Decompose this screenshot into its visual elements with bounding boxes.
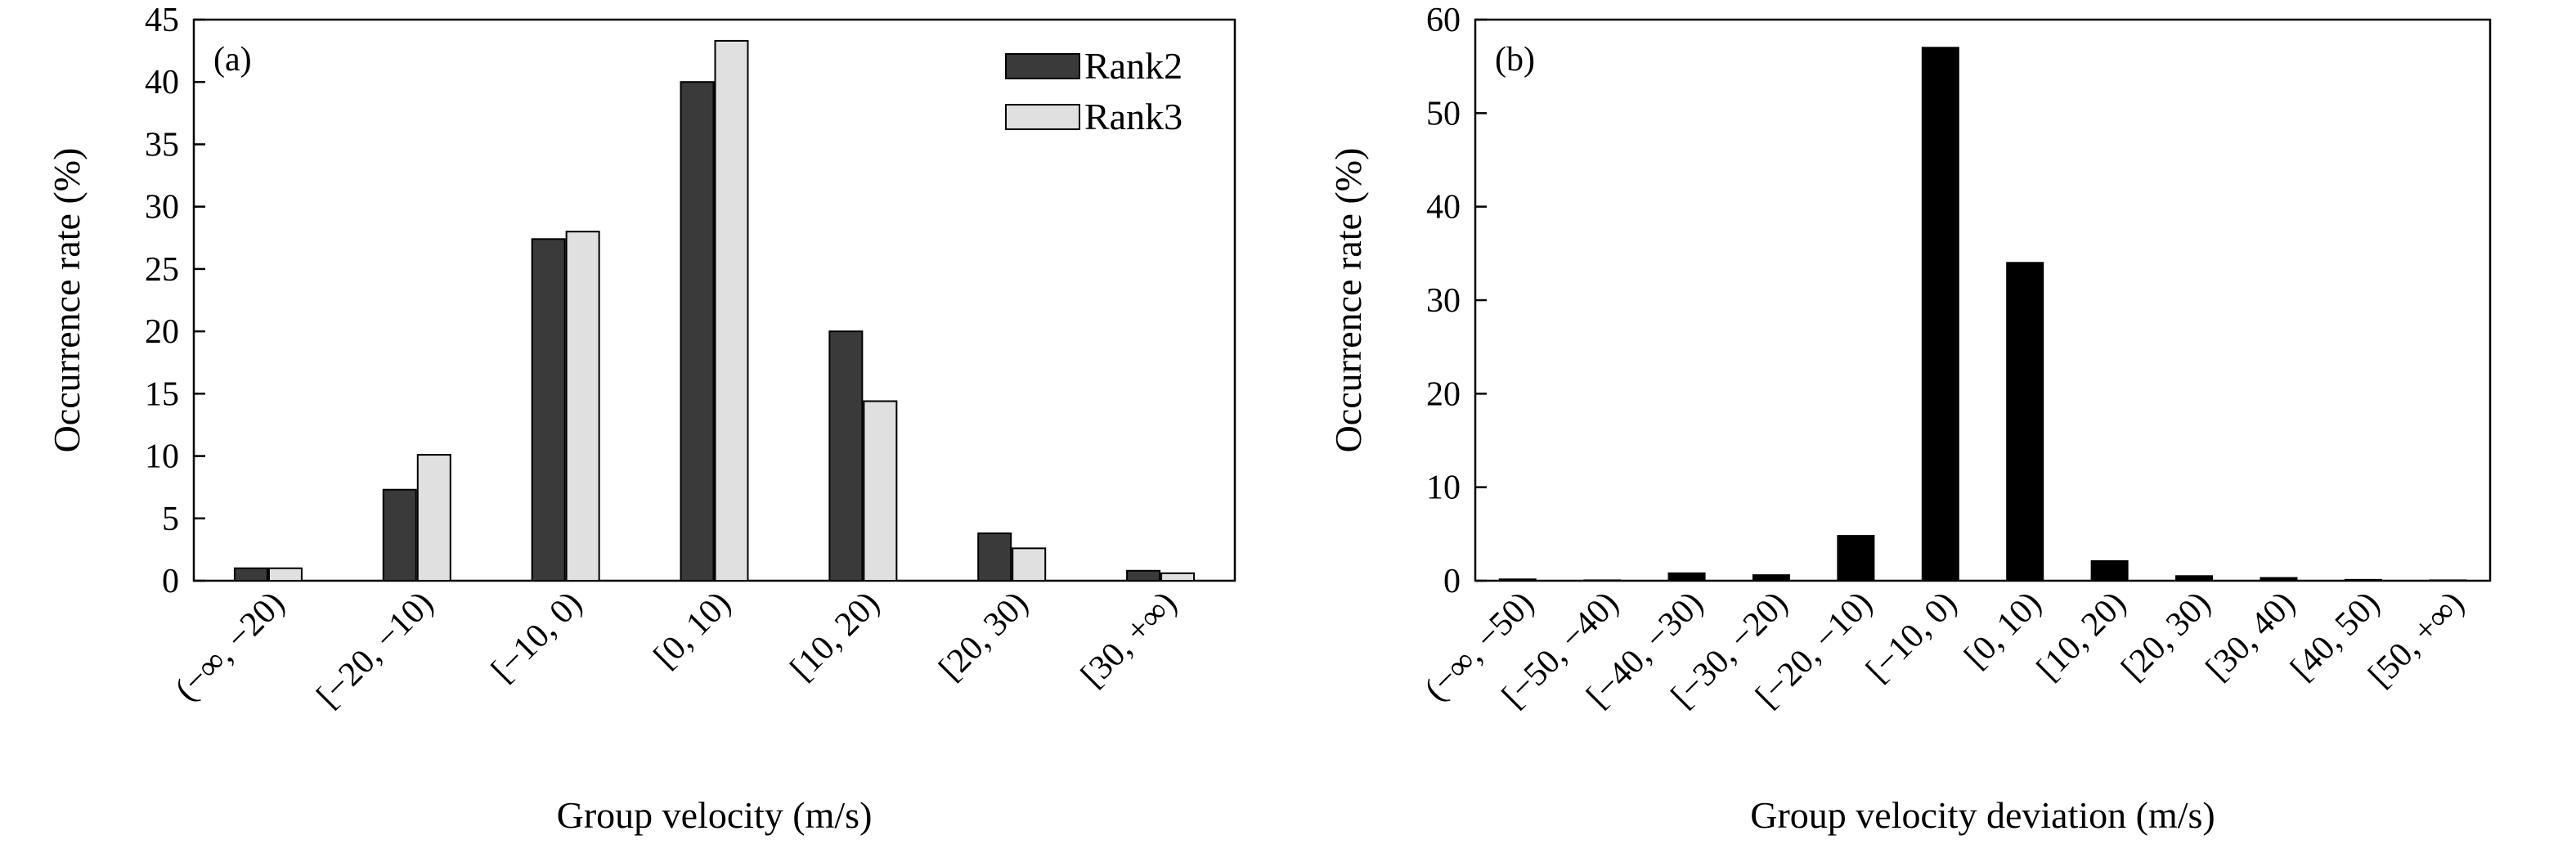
bar <box>2090 559 2129 582</box>
x-tick-label: [10, 20) <box>2030 585 2134 689</box>
y-tick-label: 50 <box>1426 95 1461 133</box>
bar <box>1752 574 1790 582</box>
y-tick-label: 40 <box>145 64 179 101</box>
x-tick-label: [−10, 0) <box>1859 585 1963 690</box>
y-tick-label: 35 <box>145 126 179 164</box>
y-tick-label: 25 <box>145 251 179 289</box>
chart-panel-a: 0 5 10 15 20 25 30 35 40 45 (−∞, −20) [−20, −10) [−1… <box>46 2 1236 836</box>
bar <box>1837 535 1875 582</box>
bar <box>1160 572 1196 582</box>
bar <box>977 532 1012 582</box>
y-tick-label: 15 <box>145 375 179 413</box>
x-axis-label: Group velocity (m/s) <box>557 794 873 836</box>
y-axis-label: Occurrence rate (%) <box>1327 148 1369 453</box>
bar <box>2260 577 2298 582</box>
panel-label: (b) <box>1495 41 1535 79</box>
bar <box>267 567 303 582</box>
x-tick-label: [20, 30) <box>2115 585 2219 689</box>
bar <box>416 454 451 582</box>
panel-label: (a) <box>213 41 252 79</box>
bar <box>680 81 715 582</box>
bar <box>531 238 566 582</box>
x-tick-label: [30, +∞) <box>1074 585 1184 695</box>
bar <box>233 567 268 582</box>
bar <box>565 231 600 582</box>
y-tick-label: 10 <box>145 438 179 476</box>
plot-frame <box>1474 18 2492 582</box>
y-tick-label: 10 <box>1426 469 1461 507</box>
legend-swatch <box>1005 104 1080 130</box>
bar <box>382 488 417 582</box>
y-tick-label: 0 <box>162 563 179 600</box>
bar <box>1498 578 1537 582</box>
x-tick-label: [0, 10) <box>647 585 738 676</box>
y-tick-label: 30 <box>1426 282 1461 320</box>
y-tick-label: 20 <box>1426 375 1461 413</box>
bar <box>1921 47 1959 582</box>
bar <box>2006 262 2044 582</box>
legend-swatch <box>1005 53 1080 79</box>
bar <box>714 39 749 582</box>
bar <box>1583 579 1622 582</box>
bar <box>2175 575 2214 582</box>
bar <box>863 400 898 582</box>
legend-label: Rank2 <box>1084 45 1183 87</box>
x-tick-label: [−20, −10) <box>310 585 441 716</box>
y-tick-label: 45 <box>145 2 179 39</box>
bar <box>828 330 864 582</box>
x-tick-label: [10, 20) <box>783 585 887 689</box>
bar <box>1667 572 1706 582</box>
y-axis-label: Occurrence rate (%) <box>46 148 88 453</box>
bar <box>1126 569 1161 582</box>
bar <box>2429 579 2467 582</box>
y-tick-label: 60 <box>1426 2 1461 39</box>
y-tick-label: 30 <box>145 189 179 227</box>
x-tick-label: [50, +∞) <box>2362 585 2472 695</box>
bar <box>1012 547 1047 582</box>
y-tick-label: 20 <box>145 313 179 351</box>
y-tick-label: 40 <box>1426 189 1461 227</box>
y-tick-label: 0 <box>1443 563 1461 600</box>
x-axis-label: Group velocity deviation (m/s) <box>1750 794 2215 836</box>
bar <box>2344 578 2382 582</box>
x-tick-label: [20, 30) <box>932 585 1036 689</box>
x-tick-label: [30, 40) <box>2199 585 2303 689</box>
y-tick-label: 5 <box>162 501 179 538</box>
x-tick-label: [−10, 0) <box>484 585 589 690</box>
x-tick-label: (−∞, −20) <box>168 585 292 709</box>
legend-label: Rank3 <box>1084 96 1183 137</box>
